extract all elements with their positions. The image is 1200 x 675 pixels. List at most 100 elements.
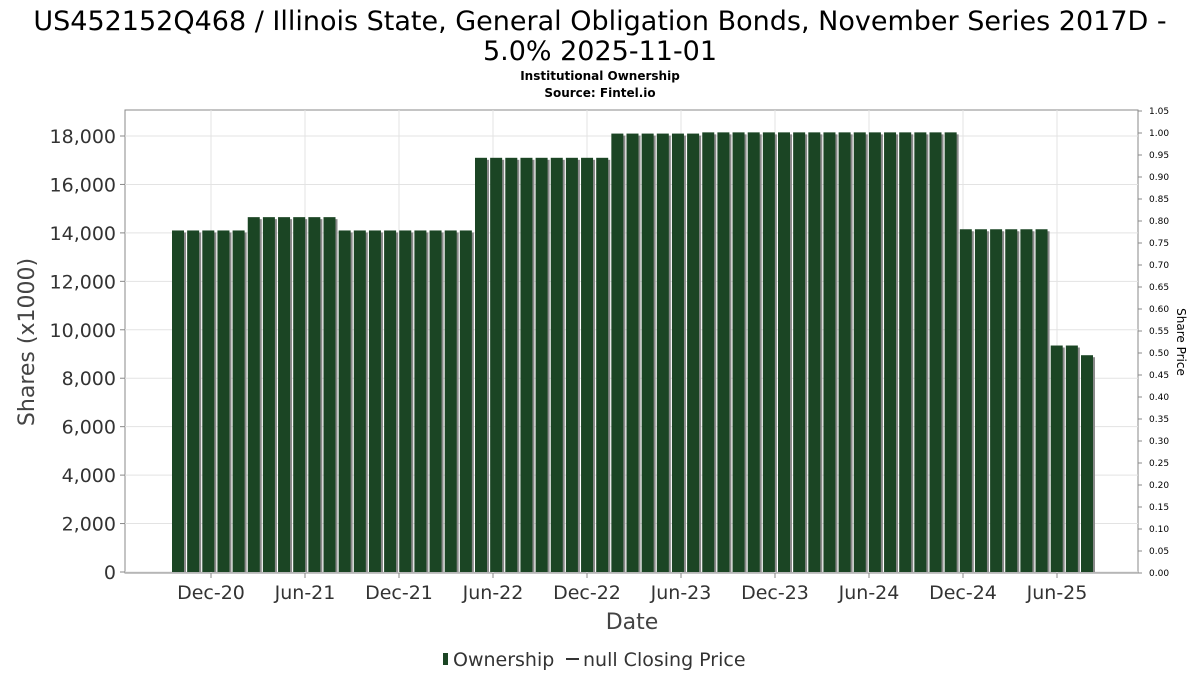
- ownership-bar: [1050, 345, 1063, 572]
- ownership-bar: [702, 132, 715, 572]
- ownership-bar: [262, 217, 275, 572]
- ownership-bar: [202, 230, 215, 572]
- ownership-bar: [520, 157, 533, 573]
- ownership-bar: [1081, 355, 1093, 572]
- y-tick-label: 8,000: [62, 368, 116, 390]
- legend-price-label: null Closing Price: [583, 649, 746, 671]
- ownership-bar: [1020, 229, 1033, 572]
- y2-tick-label: 0.95: [1149, 151, 1169, 161]
- ownership-bar: [671, 133, 684, 573]
- ownership-bar: [823, 132, 836, 572]
- y2-tick-label: 0.90: [1149, 173, 1169, 183]
- y2-tick-label: 0.10: [1149, 525, 1169, 535]
- ownership-bar: [384, 230, 397, 572]
- ownership-bar: [596, 157, 609, 573]
- ownership-bar: [884, 132, 897, 572]
- ownership-bar: [293, 217, 306, 572]
- y2-tick-label: 0.45: [1149, 371, 1169, 381]
- y2-tick-label: 0.60: [1149, 305, 1169, 315]
- y-tick-label: 4,000: [62, 465, 116, 487]
- ownership-bar: [505, 157, 518, 573]
- ownership-bar: [747, 132, 760, 572]
- ownership-bar: [429, 230, 442, 572]
- y2-tick-label: 0.25: [1149, 459, 1169, 469]
- y-tick-label: 2,000: [62, 514, 116, 536]
- ownership-bar: [868, 132, 881, 572]
- y-tick-label: 18,000: [50, 126, 116, 148]
- ownership-bar: [490, 157, 503, 573]
- y2-tick-label: 0.15: [1149, 503, 1169, 513]
- ownership-bar: [475, 157, 487, 573]
- ownership-bar: [232, 230, 245, 572]
- legend: Ownership null Closing Price: [443, 649, 746, 671]
- x-axis-label: Date: [606, 610, 659, 635]
- x-tick-label: Dec-22: [553, 582, 621, 604]
- x-tick-label: Dec-23: [741, 582, 809, 604]
- ownership-bar: [838, 132, 851, 572]
- ownership-bar: [687, 133, 700, 573]
- ownership-bar: [778, 132, 790, 572]
- ownership-bar: [323, 217, 336, 572]
- ownership-bar: [793, 132, 806, 572]
- ownership-bar: [762, 132, 775, 572]
- y2-tick-label: 0.80: [1149, 217, 1169, 227]
- ownership-bar: [974, 229, 987, 572]
- ownership-bar: [808, 132, 821, 572]
- y-tick-label: 6,000: [62, 417, 116, 439]
- y-tick-label: 12,000: [50, 271, 116, 293]
- ownership-bar: [1035, 229, 1048, 572]
- ownership-bar: [581, 157, 594, 573]
- ownership-bar: [732, 132, 745, 572]
- y2-tick-label: 0.85: [1149, 195, 1169, 205]
- y2-tick-label: 0.35: [1149, 415, 1169, 425]
- ownership-bar: [217, 230, 230, 572]
- y-axis-label: Shares (x1000): [15, 258, 40, 426]
- ownership-bar: [914, 132, 927, 572]
- ownership-bar: [641, 133, 654, 573]
- ownership-bar: [899, 132, 912, 572]
- ownership-bar: [853, 132, 866, 572]
- y2-tick-label: 0.50: [1149, 349, 1169, 359]
- ownership-bar: [550, 157, 563, 573]
- ownership-bar: [717, 132, 730, 572]
- ownership-bar: [1065, 345, 1078, 572]
- ownership-bar: [172, 230, 184, 572]
- ownership-bar: [368, 230, 381, 572]
- y-tick-label: 10,000: [50, 320, 116, 342]
- ownership-bar: [535, 157, 548, 573]
- ownership-bar: [308, 217, 321, 572]
- y2-tick-label: 1.00: [1149, 129, 1169, 139]
- y2-tick-label: 0.55: [1149, 327, 1169, 337]
- y2-tick-label: 0.30: [1149, 437, 1169, 447]
- ownership-bar: [338, 230, 351, 572]
- ownership-bar: [444, 230, 457, 572]
- chart-subtitle-line2: Source: Fintel.io: [544, 86, 655, 100]
- ownership-bar: [247, 217, 260, 572]
- ownership-bar: [187, 230, 200, 572]
- ownership-bar: [944, 132, 957, 572]
- ownership-bar: [278, 217, 291, 572]
- ownership-bar: [656, 133, 669, 573]
- y2-axis-ticks: 0.00 0.05 0.10 0.15 0.20 0.25 0.30 0.35 0.40 0.45…: [1138, 107, 1169, 579]
- x-tick-label: Jun-23: [650, 582, 712, 604]
- ownership-bar: [990, 229, 1003, 572]
- legend-ownership-label: Ownership: [453, 649, 554, 671]
- x-tick-label: Jun-25: [1026, 582, 1088, 604]
- bars-group: [172, 132, 1095, 573]
- legend-ownership-swatch: [443, 653, 448, 665]
- y2-tick-label: 0.70: [1149, 261, 1169, 271]
- chart-title-line2: 5.0% 2025-11-01: [483, 36, 717, 67]
- y2-tick-label: 0.20: [1149, 481, 1169, 491]
- chart-title-line1: US452152Q468 / Illinois State, General O…: [33, 6, 1166, 37]
- ownership-bar: [1005, 229, 1018, 572]
- chart-subtitle-line1: Institutional Ownership: [520, 69, 680, 83]
- ownership-bar: [414, 230, 427, 572]
- ownership-bar: [611, 133, 624, 573]
- y2-tick-label: 0.75: [1149, 239, 1169, 249]
- x-tick-label: Jun-21: [274, 582, 336, 604]
- x-tick-label: Jun-22: [462, 582, 524, 604]
- ownership-bar: [929, 132, 942, 572]
- y-tick-label: 0: [104, 562, 116, 584]
